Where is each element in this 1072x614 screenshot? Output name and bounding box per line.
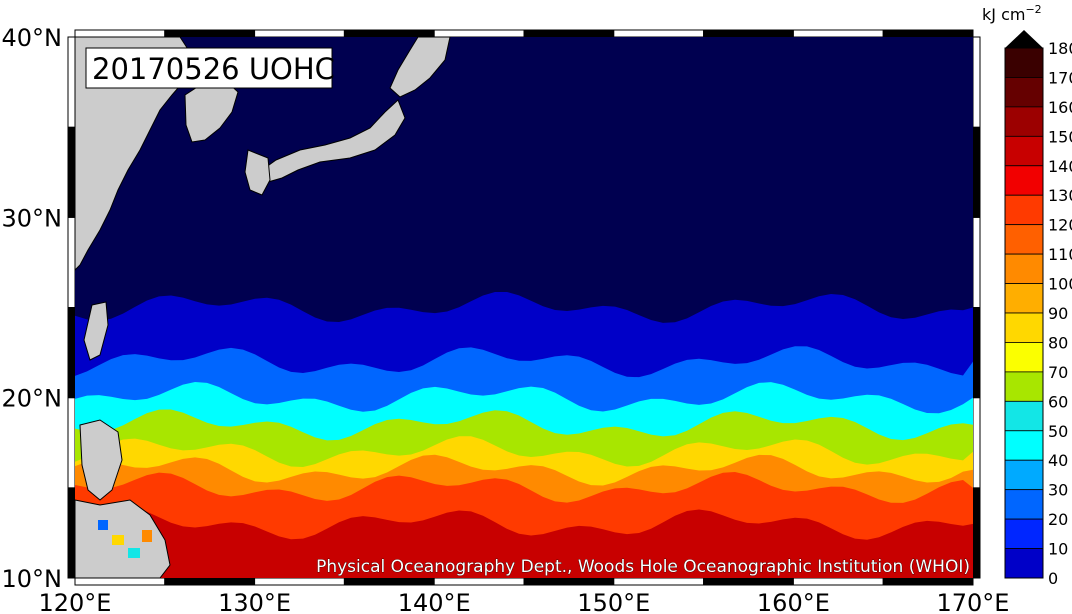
colorbar-swatch <box>1004 489 1044 520</box>
colorbar-tick-label: 120 <box>1048 216 1072 235</box>
y-tick-label: 20°N <box>2 385 63 413</box>
colorbar-swatch <box>1004 459 1044 491</box>
colorbar-tick-label: 60 <box>1048 392 1068 411</box>
colorbar-swatch <box>1004 106 1044 137</box>
colorbar-swatch <box>1004 548 1044 579</box>
colorbar-swatch <box>1004 77 1044 108</box>
land-taiwan <box>83 301 109 361</box>
colorbar-tick-label: 160 <box>1048 98 1072 117</box>
colorbar-tick-label: 10 <box>1048 540 1068 559</box>
colorbar-swatch <box>1004 400 1044 432</box>
colorbar-tick-label: 170 <box>1048 68 1072 87</box>
credit-text: Physical Oceanography Dept., Woods Hole … <box>316 557 970 577</box>
x-tick-label: 170°E <box>937 589 1010 614</box>
mindanao-shallow-water <box>98 520 152 558</box>
colorbar-tick-label: 50 <box>1048 422 1068 441</box>
colorbar-swatch <box>1004 224 1044 255</box>
colorbar-swatch <box>1004 342 1044 373</box>
colorbar-tick-label: 100 <box>1048 275 1072 294</box>
y-tick-label: 30°N <box>2 204 63 232</box>
colorbar-tick-label: 110 <box>1048 245 1072 264</box>
x-tick-label: 130°E <box>218 589 291 614</box>
title-box: 20170526 UOHC <box>85 47 335 89</box>
land-luzon <box>79 419 123 501</box>
colorbar-tick-label: 40 <box>1048 451 1068 470</box>
colorbar-tick-label: 0 <box>1048 569 1058 588</box>
land-masses <box>75 37 451 578</box>
x-tick-label: 120°E <box>39 589 112 614</box>
colorbar-swatch <box>1004 47 1044 78</box>
colorbar-swatch <box>1004 518 1044 549</box>
colorbar-swatch <box>1004 253 1044 284</box>
colorbar-tick-label: 150 <box>1048 127 1072 146</box>
heat-band <box>75 508 973 578</box>
x-tick-label: 160°E <box>757 589 830 614</box>
x-axis-labels: 120°E 130°E 140°E 150°E 160°E 170°E <box>39 589 1010 614</box>
colorbar-swatch <box>1004 194 1044 226</box>
colorbar-tick-label: 20 <box>1048 510 1068 529</box>
y-tick-label: 10°N <box>2 565 63 593</box>
map-title: 20170526 UOHC <box>92 52 335 86</box>
colorbar-arrow <box>1005 30 1043 48</box>
land-japan-north <box>389 37 451 98</box>
x-tick-label: 150°E <box>577 589 650 614</box>
colorbar-tick-label: 140 <box>1048 157 1072 176</box>
colorbar-tick-label: 90 <box>1048 304 1068 323</box>
x-tick-label: 140°E <box>398 589 471 614</box>
colorbar: 1801701601501401301201101009080706050403… <box>982 3 1072 588</box>
colorbar-tick-label: 80 <box>1048 333 1068 352</box>
y-tick-label: 40°N <box>2 24 63 52</box>
colorbar-swatch <box>1004 135 1044 167</box>
heat-content-field <box>75 291 973 578</box>
land-japan-kyushu <box>244 149 271 196</box>
colorbar-swatch <box>1004 371 1044 402</box>
colorbar-tick-label: 180 <box>1048 39 1072 58</box>
colorbar-unit: kJ cm−2 <box>982 3 1042 24</box>
colorbar-swatch <box>1004 283 1044 314</box>
map-area <box>75 37 973 578</box>
colorbar-swatch <box>1004 312 1044 343</box>
colorbar-tick-label: 70 <box>1048 363 1068 382</box>
colorbar-swatch <box>1004 165 1044 196</box>
y-axis-labels: 40°N 30°N 20°N 10°N <box>2 24 63 593</box>
colorbar-swatch <box>1004 430 1044 461</box>
colorbar-tick-label: 30 <box>1048 481 1068 500</box>
colorbar-tick-label: 130 <box>1048 186 1072 205</box>
